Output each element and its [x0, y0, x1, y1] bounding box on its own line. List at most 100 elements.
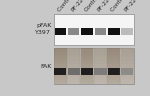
Bar: [81, 54, 93, 56]
Bar: [121, 77, 134, 79]
Bar: [121, 68, 133, 75]
Bar: [107, 80, 120, 82]
Bar: [94, 61, 107, 63]
Bar: [67, 75, 80, 77]
Bar: [67, 54, 80, 56]
Bar: [107, 52, 120, 54]
Bar: [54, 48, 134, 84]
Bar: [94, 50, 107, 52]
Bar: [107, 77, 120, 79]
Bar: [107, 63, 120, 64]
Bar: [67, 73, 80, 75]
Text: FAK: FAK: [40, 64, 51, 69]
Bar: [81, 79, 93, 80]
Bar: [54, 57, 67, 59]
Bar: [108, 28, 120, 35]
Bar: [121, 80, 134, 82]
Bar: [54, 48, 67, 50]
Bar: [121, 66, 134, 68]
Bar: [81, 52, 93, 54]
Bar: [121, 57, 134, 59]
Bar: [81, 82, 93, 84]
Bar: [107, 57, 120, 59]
Bar: [94, 70, 107, 72]
Text: Control2: Control2: [83, 0, 103, 13]
Bar: [54, 75, 67, 77]
Bar: [121, 75, 134, 77]
Bar: [121, 61, 134, 63]
Bar: [68, 68, 80, 75]
Bar: [121, 54, 134, 56]
Bar: [54, 63, 67, 64]
Bar: [67, 72, 80, 73]
Bar: [67, 82, 80, 84]
Bar: [94, 48, 107, 50]
Bar: [107, 54, 120, 56]
Bar: [81, 56, 93, 57]
Bar: [94, 52, 107, 54]
Bar: [67, 59, 80, 61]
Bar: [54, 72, 67, 73]
Bar: [81, 68, 93, 75]
Bar: [81, 70, 93, 72]
Bar: [121, 56, 134, 57]
Bar: [107, 82, 120, 84]
Bar: [54, 73, 67, 75]
Bar: [81, 63, 93, 64]
Bar: [94, 64, 107, 66]
Bar: [81, 57, 93, 59]
Bar: [121, 28, 133, 35]
Bar: [54, 77, 67, 79]
Bar: [107, 79, 120, 80]
Bar: [121, 48, 134, 50]
Bar: [107, 66, 120, 68]
Bar: [107, 72, 120, 73]
Bar: [95, 28, 106, 35]
Bar: [54, 52, 67, 54]
Bar: [67, 77, 80, 79]
Text: Control 1: Control 1: [57, 0, 77, 13]
Bar: [94, 59, 107, 61]
Bar: [94, 72, 107, 73]
Bar: [121, 52, 134, 54]
Bar: [121, 72, 134, 73]
Text: Control 3: Control 3: [110, 0, 131, 13]
Bar: [67, 48, 80, 50]
Bar: [54, 68, 67, 70]
Bar: [107, 70, 120, 72]
Text: pFAK: pFAK: [36, 23, 51, 28]
Bar: [81, 66, 93, 68]
Bar: [121, 73, 134, 75]
Bar: [81, 77, 93, 79]
Bar: [107, 75, 120, 77]
Bar: [94, 79, 107, 80]
Bar: [121, 70, 134, 72]
Bar: [81, 80, 93, 82]
Bar: [107, 61, 120, 63]
Text: PF-228: PF-228: [70, 0, 87, 13]
Bar: [94, 63, 107, 64]
Bar: [67, 50, 80, 52]
Bar: [54, 82, 67, 84]
Bar: [67, 70, 80, 72]
Bar: [121, 79, 134, 80]
Bar: [94, 75, 107, 77]
Bar: [67, 80, 80, 82]
Bar: [94, 80, 107, 82]
Bar: [107, 73, 120, 75]
Bar: [94, 73, 107, 75]
Bar: [54, 79, 67, 80]
Bar: [121, 64, 134, 66]
Bar: [81, 48, 93, 50]
Bar: [94, 57, 107, 59]
Bar: [67, 61, 80, 63]
Bar: [81, 72, 93, 73]
Bar: [54, 54, 67, 56]
Bar: [67, 64, 80, 66]
Bar: [121, 68, 134, 70]
Bar: [81, 75, 93, 77]
Bar: [54, 50, 67, 52]
Bar: [121, 50, 134, 52]
Bar: [107, 50, 120, 52]
Bar: [107, 64, 120, 66]
